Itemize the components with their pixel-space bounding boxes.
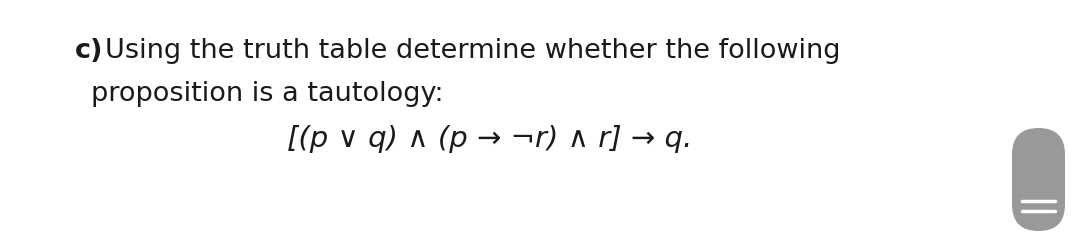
FancyBboxPatch shape: [1012, 128, 1065, 231]
Text: proposition is a tautology:: proposition is a tautology:: [91, 81, 444, 107]
Text: [(p ∨ q) ∧ (p → ¬r) ∧ r] → q.: [(p ∨ q) ∧ (p → ¬r) ∧ r] → q.: [287, 125, 692, 153]
Text: c): c): [75, 38, 104, 64]
Text: Using the truth table determine whether the following: Using the truth table determine whether …: [105, 38, 840, 64]
